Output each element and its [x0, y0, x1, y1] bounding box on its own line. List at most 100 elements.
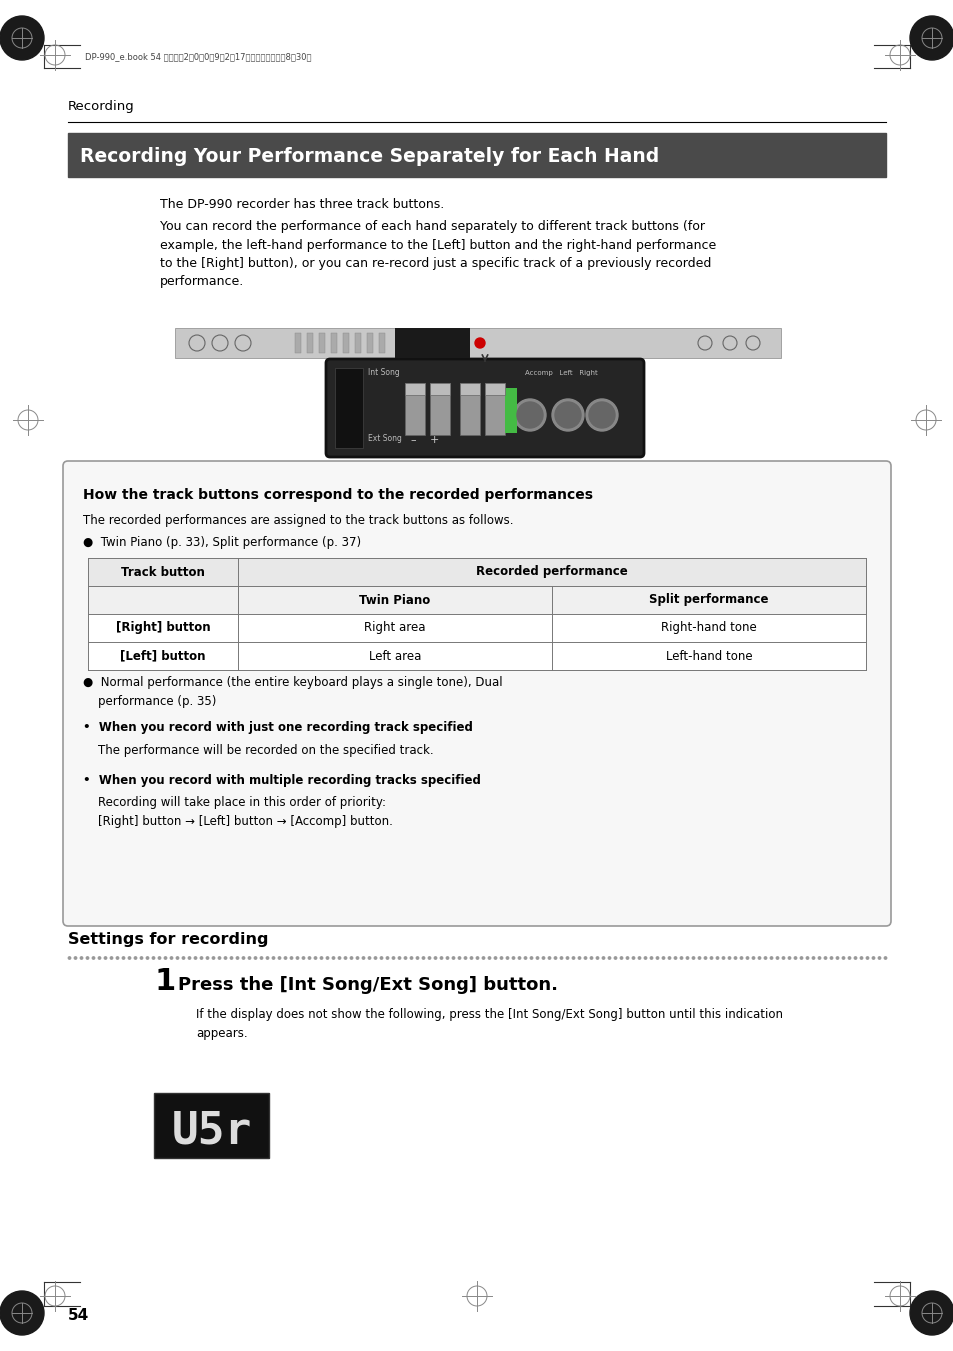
Circle shape — [776, 957, 778, 959]
Circle shape — [692, 957, 694, 959]
Circle shape — [698, 957, 700, 959]
Circle shape — [871, 957, 874, 959]
Circle shape — [878, 957, 880, 959]
Text: [Left] button: [Left] button — [120, 650, 206, 662]
Circle shape — [769, 957, 772, 959]
Circle shape — [440, 957, 442, 959]
Circle shape — [823, 957, 826, 959]
Circle shape — [152, 957, 154, 959]
Circle shape — [122, 957, 125, 959]
Circle shape — [416, 957, 418, 959]
Circle shape — [811, 957, 814, 959]
Text: [Right] button: [Right] button — [115, 621, 210, 635]
Bar — [378, 332, 385, 353]
Circle shape — [314, 957, 316, 959]
Circle shape — [745, 957, 748, 959]
Text: •  When you record with multiple recording tracks specified: • When you record with multiple recordin… — [83, 774, 480, 788]
Circle shape — [752, 957, 754, 959]
Text: The performance will be recorded on the specified track.: The performance will be recorded on the … — [83, 744, 434, 757]
Circle shape — [643, 957, 646, 959]
Circle shape — [661, 957, 664, 959]
Text: •  When you record with just one recording track specified: • When you record with just one recordin… — [83, 721, 473, 734]
Circle shape — [194, 957, 196, 959]
Circle shape — [794, 957, 796, 959]
Circle shape — [853, 957, 856, 959]
Text: Press the [Int Song/Ext Song] button.: Press the [Int Song/Ext Song] button. — [178, 975, 558, 994]
Circle shape — [596, 957, 598, 959]
Text: +: + — [430, 435, 439, 444]
Circle shape — [344, 957, 346, 959]
Circle shape — [398, 957, 400, 959]
Circle shape — [74, 957, 76, 959]
Bar — [459, 382, 479, 394]
Circle shape — [111, 957, 112, 959]
Circle shape — [517, 957, 520, 959]
Circle shape — [524, 957, 526, 959]
Circle shape — [588, 403, 615, 428]
Bar — [367, 332, 373, 353]
Bar — [484, 382, 504, 394]
Text: Left-hand tone: Left-hand tone — [665, 650, 752, 662]
Text: The recorded performances are assigned to the track buttons as follows.: The recorded performances are assigned t… — [83, 513, 513, 527]
Bar — [88, 613, 865, 642]
Circle shape — [410, 957, 413, 959]
Circle shape — [213, 957, 214, 959]
Circle shape — [326, 957, 329, 959]
Circle shape — [434, 957, 436, 959]
Text: DP-990_e.book 54 ページ　2　0　0　9年2月17日　火曜日　午前8時30分: DP-990_e.book 54 ページ 2 0 0 9年2月17日 火曜日 午… — [85, 53, 312, 62]
Circle shape — [488, 957, 490, 959]
Bar — [504, 388, 517, 434]
Bar — [68, 132, 885, 177]
Circle shape — [470, 957, 472, 959]
Circle shape — [266, 957, 269, 959]
Circle shape — [260, 957, 262, 959]
Text: Recording Your Performance Separately for Each Hand: Recording Your Performance Separately fo… — [80, 147, 659, 166]
Circle shape — [781, 957, 784, 959]
Circle shape — [206, 957, 209, 959]
Bar — [430, 382, 450, 435]
Circle shape — [230, 957, 233, 959]
Circle shape — [374, 957, 376, 959]
Circle shape — [176, 957, 178, 959]
Circle shape — [590, 957, 592, 959]
Bar — [405, 382, 424, 435]
Circle shape — [457, 957, 460, 959]
Text: –: – — [410, 435, 416, 444]
Circle shape — [80, 957, 83, 959]
Text: The DP-990 recorder has three track buttons.: The DP-990 recorder has three track butt… — [160, 199, 444, 211]
Circle shape — [98, 957, 101, 959]
Circle shape — [909, 16, 953, 59]
Circle shape — [296, 957, 298, 959]
Circle shape — [218, 957, 220, 959]
Bar — [88, 558, 865, 586]
Bar — [318, 332, 325, 353]
Circle shape — [332, 957, 335, 959]
Text: 1: 1 — [154, 967, 176, 996]
Circle shape — [559, 957, 562, 959]
Circle shape — [0, 1292, 44, 1335]
Text: ●  Normal performance (the entire keyboard plays a single tone), Dual
    perfor: ● Normal performance (the entire keyboar… — [83, 676, 502, 708]
Circle shape — [860, 957, 862, 959]
Circle shape — [350, 957, 353, 959]
Circle shape — [514, 399, 545, 431]
Circle shape — [475, 338, 484, 349]
Circle shape — [734, 957, 736, 959]
Circle shape — [512, 957, 515, 959]
Circle shape — [362, 957, 364, 959]
Circle shape — [572, 957, 574, 959]
Bar — [405, 382, 424, 394]
Text: Right-hand tone: Right-hand tone — [660, 621, 756, 635]
Circle shape — [171, 957, 172, 959]
Bar — [88, 586, 865, 613]
Circle shape — [818, 957, 820, 959]
Text: Right area: Right area — [364, 621, 425, 635]
Text: 54: 54 — [68, 1308, 90, 1323]
Text: Twin Piano: Twin Piano — [359, 593, 430, 607]
Circle shape — [446, 957, 448, 959]
FancyBboxPatch shape — [326, 359, 643, 457]
Circle shape — [290, 957, 293, 959]
Circle shape — [355, 957, 358, 959]
Circle shape — [404, 957, 406, 959]
Circle shape — [625, 957, 628, 959]
Circle shape — [674, 957, 676, 959]
